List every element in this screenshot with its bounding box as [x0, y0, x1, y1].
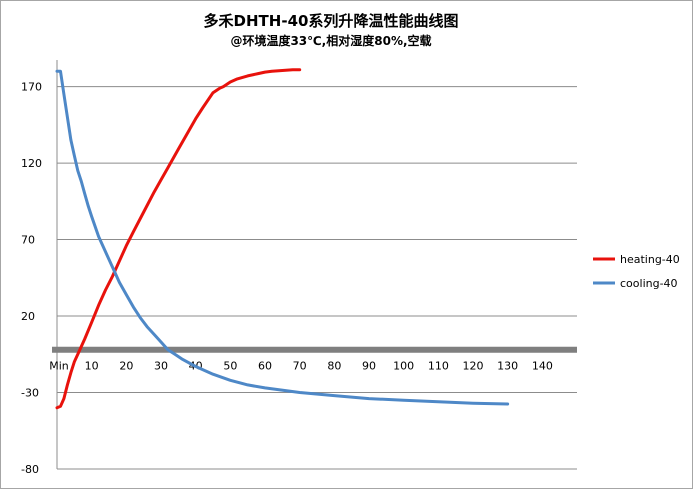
x-tick-label: 140: [532, 360, 553, 373]
x-tick-label: 50: [223, 360, 237, 373]
x-tick-label: 70: [293, 360, 307, 373]
x-tick-label: 110: [428, 360, 449, 373]
y-tick-label: 70: [21, 234, 35, 247]
chart-subtitle: @环境温度33℃,相对湿度80%,空载: [230, 33, 431, 48]
x-tick-label: 60: [258, 360, 272, 373]
series-line-cooling-40: [55, 69, 510, 406]
chart-title: 多禾DHTH-40系列升降温性能曲线图: [204, 12, 459, 30]
x-tick-label: 30: [154, 360, 168, 373]
y-tick-label: -30: [21, 387, 39, 400]
legend-label-heating-40: heating-40: [620, 253, 680, 266]
y-tick-label: 120: [21, 157, 42, 170]
legend-label-cooling-40: cooling-40: [620, 277, 678, 290]
series-line-heating-40: [55, 68, 302, 410]
legend: heating-40 cooling-40: [593, 253, 680, 290]
y-tick-label: 20: [21, 310, 35, 323]
x-tick-label: 100: [393, 360, 414, 373]
x-tick-label: 20: [119, 360, 133, 373]
y-tick-label: -80: [21, 463, 39, 476]
y-tick-label: 170: [21, 81, 42, 94]
x-tick-label: 130: [497, 360, 518, 373]
x-tick-label: 10: [85, 360, 99, 373]
x-tick-label: 80: [327, 360, 341, 373]
x-tick-label: 120: [463, 360, 484, 373]
x-tick-label: Min: [49, 360, 69, 373]
x-tick-label: 90: [362, 360, 376, 373]
